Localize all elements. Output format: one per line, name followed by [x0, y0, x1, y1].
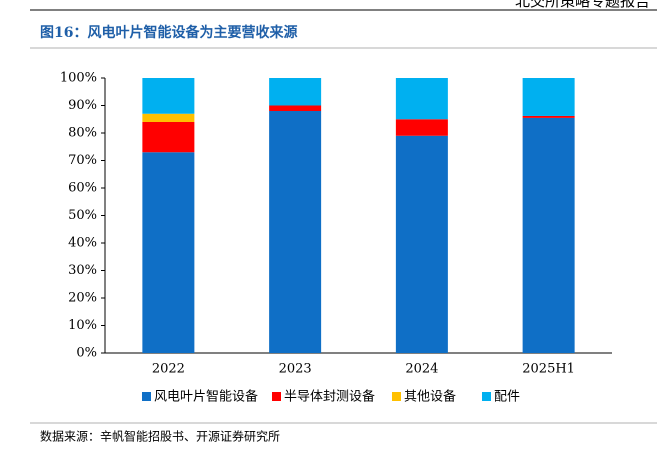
y-tick-label: 80% [68, 126, 97, 141]
bar-segment [269, 78, 322, 106]
y-tick-label: 40% [68, 236, 97, 251]
y-tick-label: 30% [68, 263, 97, 278]
legend-label: 其他设备 [404, 389, 456, 405]
y-tick-label: 90% [68, 98, 97, 113]
legend-swatch [272, 392, 281, 401]
y-tick-label: 20% [68, 291, 97, 306]
legend-swatch [142, 392, 151, 401]
bar-segment [142, 122, 195, 153]
x-tick-label: 2025H1 [522, 362, 575, 377]
bar-segment [269, 111, 322, 353]
y-tick-label: 70% [68, 153, 97, 168]
bar-segment [522, 117, 575, 353]
source-note: 数据来源：辛帆智能招股书、开源证券研究所 [40, 429, 280, 444]
y-tick-label: 50% [68, 208, 97, 223]
legend-swatch [482, 392, 491, 401]
y-tick-label: 10% [68, 318, 97, 333]
y-tick-label: 0% [76, 346, 97, 361]
bar-segment [142, 152, 195, 353]
bar-segment [395, 78, 448, 120]
legend-label: 配件 [494, 390, 520, 405]
legend-label: 半导体封测设备 [284, 389, 375, 405]
bar-segment [142, 113, 195, 122]
x-tick-label: 2024 [405, 362, 438, 377]
bar-segment [269, 105, 322, 111]
x-tick-label: 2022 [152, 362, 185, 377]
legend-label: 风电叶片智能设备 [154, 389, 258, 405]
page-header: 北交所策略专题报告 [515, 0, 650, 10]
bar-segment [395, 119, 448, 136]
bar-segment [142, 78, 195, 114]
y-tick-label: 100% [60, 71, 97, 86]
bar-segment [522, 115, 575, 118]
x-tick-label: 2023 [279, 362, 312, 377]
chart-title: 图16：风电叶片智能设备为主要营收来源 [40, 24, 297, 41]
legend-swatch [392, 392, 401, 401]
bar-segment [395, 135, 448, 353]
bar-segment [522, 78, 575, 116]
y-tick-label: 60% [68, 181, 97, 196]
